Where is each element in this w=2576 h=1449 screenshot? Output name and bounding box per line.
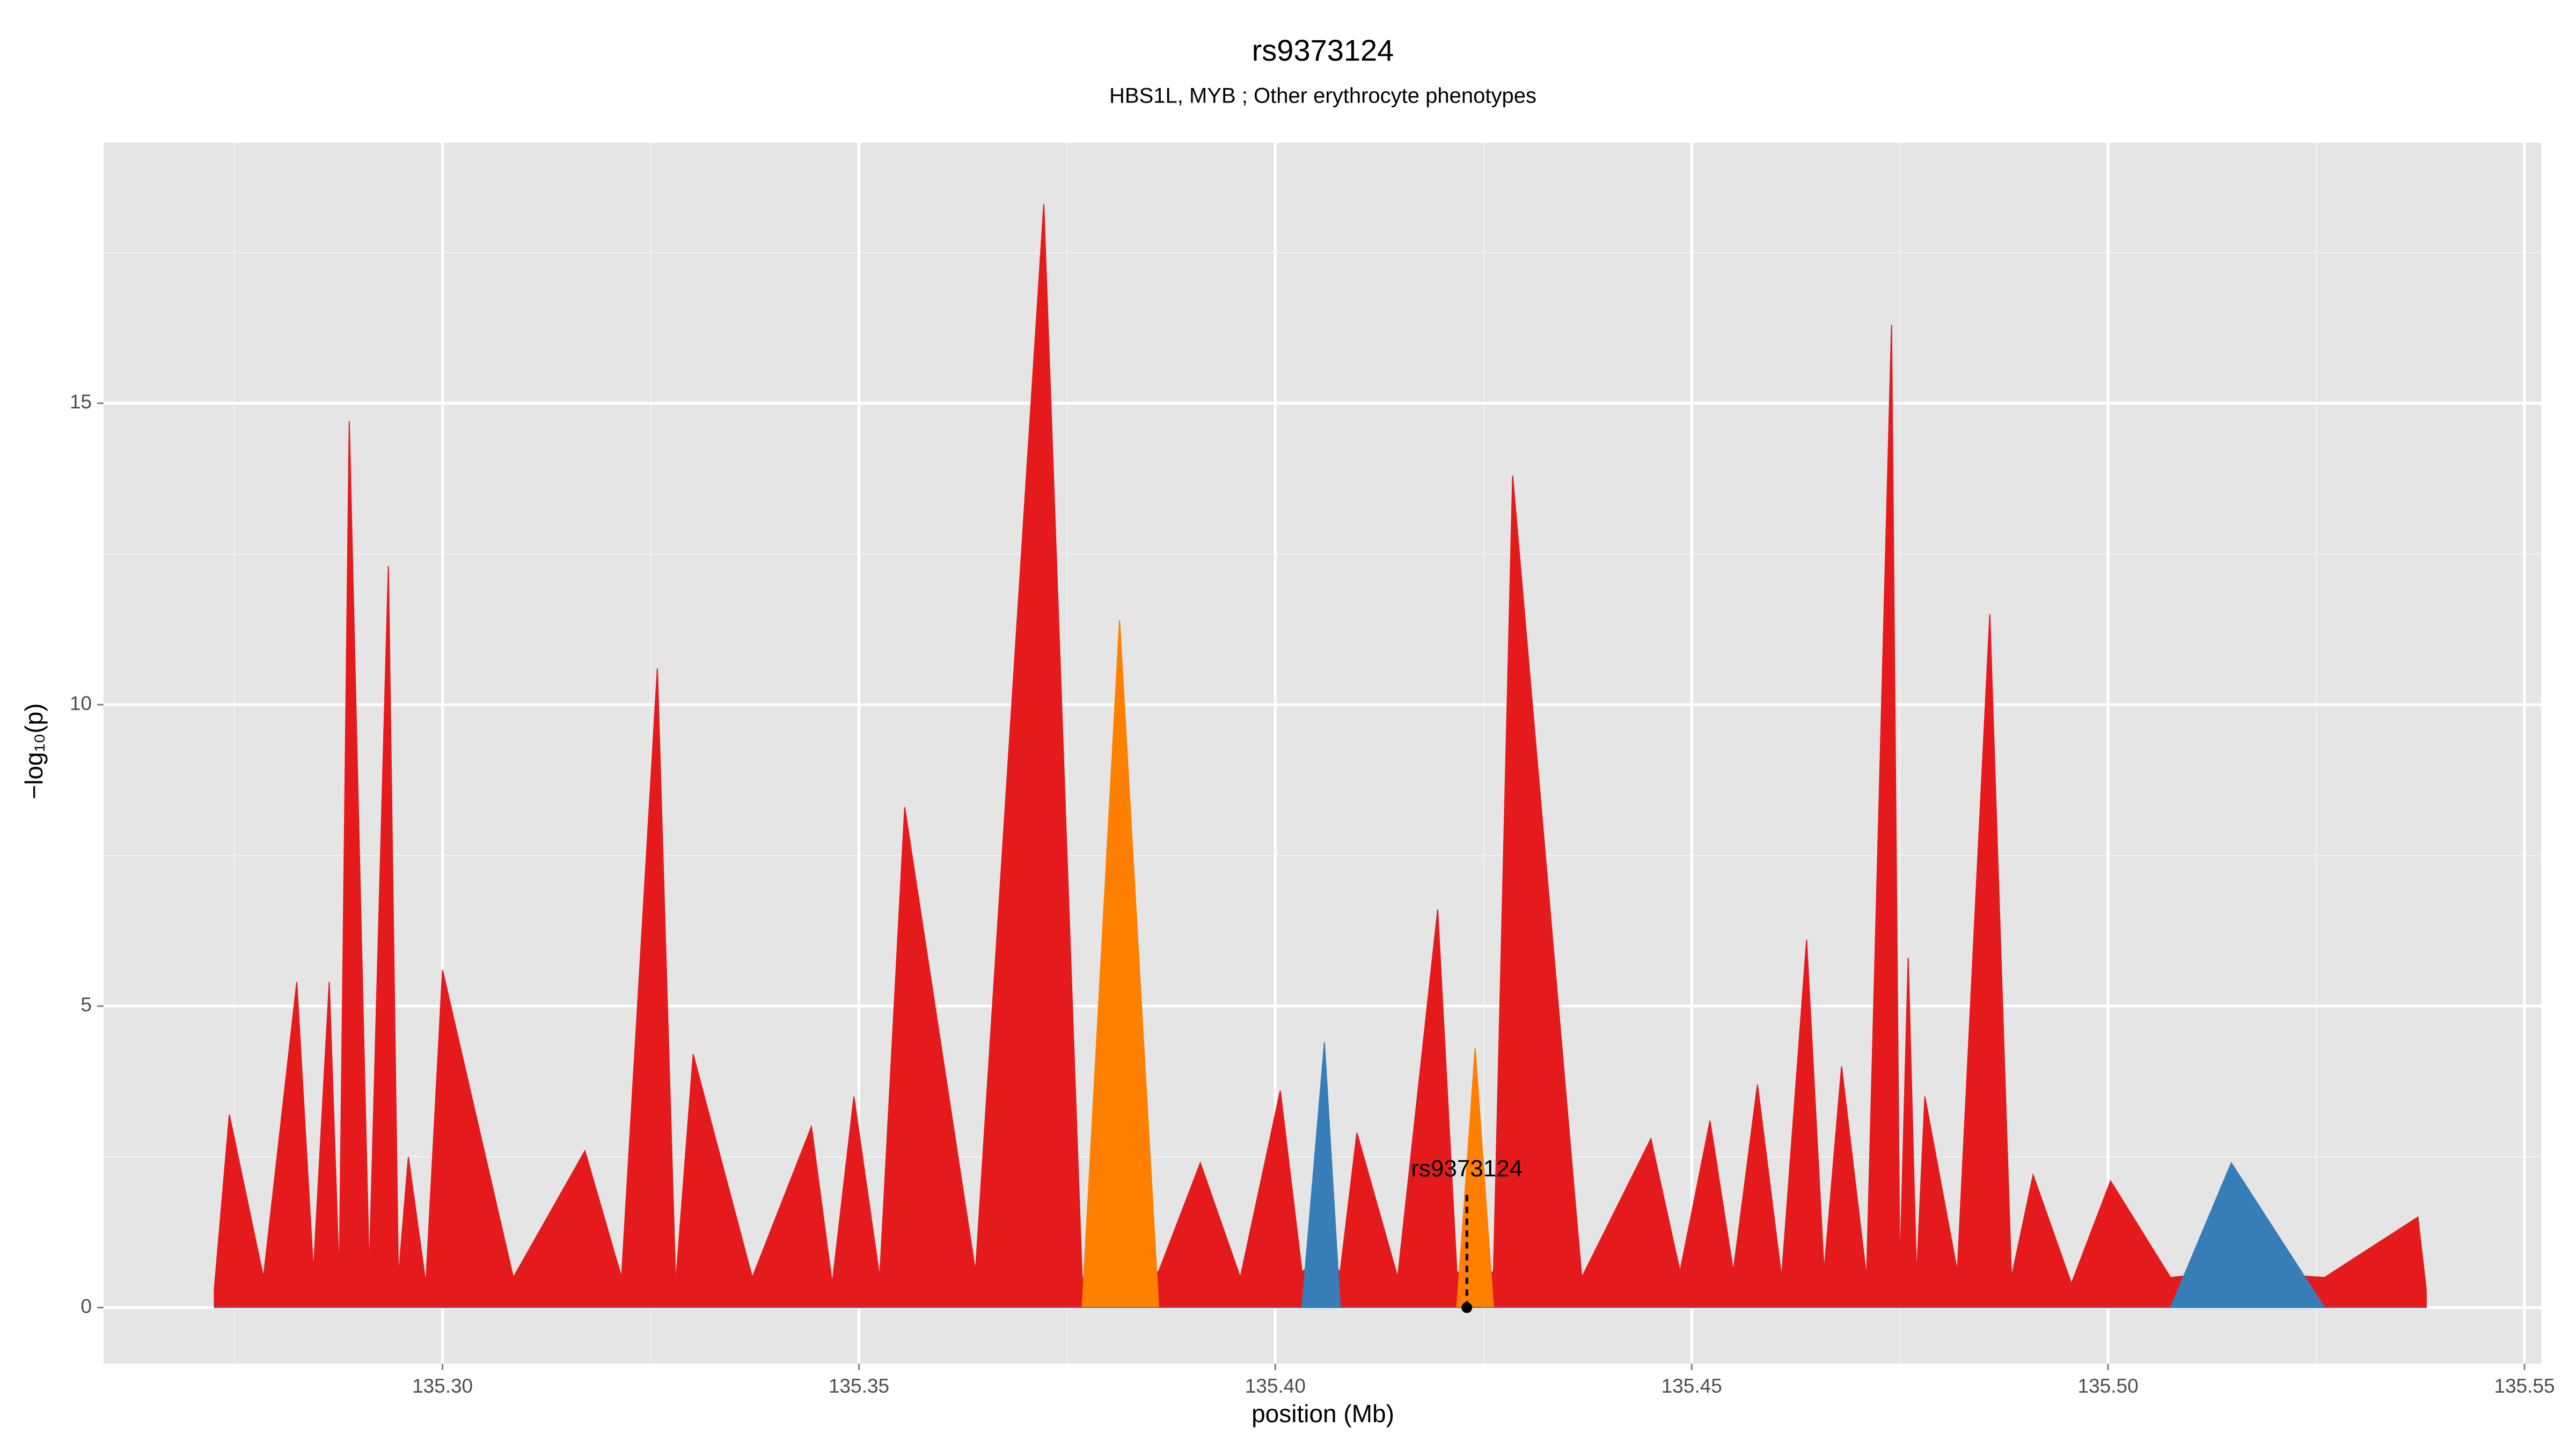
x-tick-label: 135.40 bbox=[1245, 1375, 1306, 1397]
annotation-label: rs9373124 bbox=[1411, 1155, 1523, 1182]
x-tick-label: 135.55 bbox=[2494, 1375, 2555, 1397]
annotation-point bbox=[1461, 1302, 1473, 1313]
chart-title: rs9373124 bbox=[1252, 33, 1394, 67]
y-tick-label: 15 bbox=[70, 391, 92, 413]
x-axis-title: position (Mb) bbox=[1252, 1400, 1394, 1428]
x-tick-label: 135.45 bbox=[1662, 1375, 1722, 1397]
y-tick-label: 10 bbox=[70, 692, 92, 714]
x-tick-label: 135.35 bbox=[829, 1375, 889, 1397]
y-tick-label: 5 bbox=[80, 994, 92, 1016]
y-axis-title: −log₁₀(p) bbox=[20, 703, 48, 799]
y-tick-label: 0 bbox=[80, 1295, 92, 1317]
chart-subtitle: HBS1L, MYB ; Other erythrocyte phenotype… bbox=[1109, 84, 1536, 108]
x-tick-label: 135.30 bbox=[412, 1375, 473, 1397]
area bbox=[214, 1042, 2426, 1308]
x-tick-label: 135.50 bbox=[2077, 1375, 2138, 1397]
